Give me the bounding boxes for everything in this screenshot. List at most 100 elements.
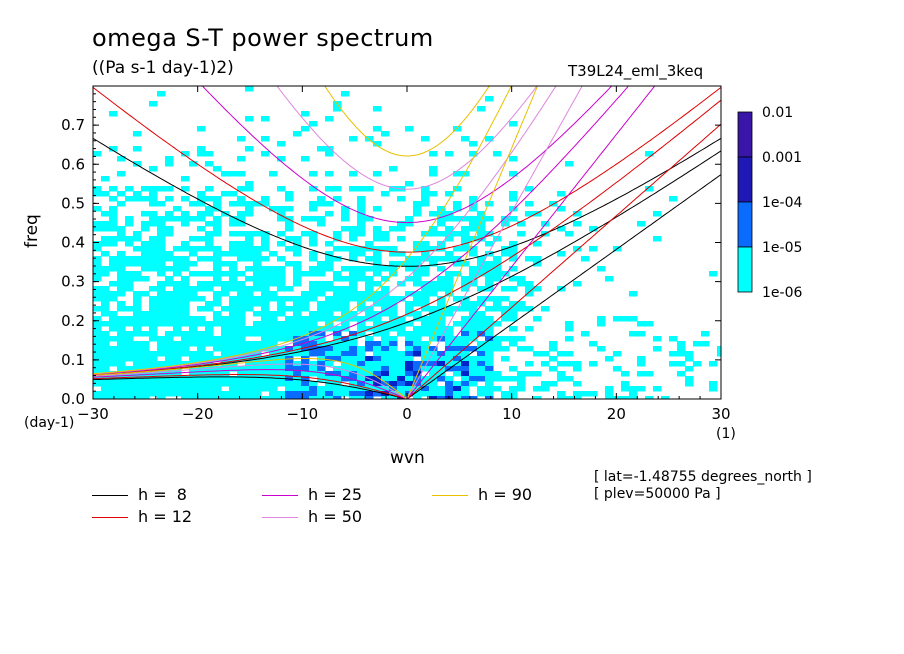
spectrum-cell [93,191,102,197]
spectrum-cell [349,391,358,397]
spectrum-cell [101,271,110,277]
spectrum-cell [477,211,486,217]
spectrum-cell [301,216,310,222]
spectrum-cell [109,311,118,317]
spectrum-cell [333,371,342,377]
spectrum-cell [573,211,582,217]
spectrum-cell [253,251,262,257]
spectrum-cell [93,186,102,192]
spectrum-cell [149,196,158,202]
spectrum-cell [165,331,174,337]
spectrum-cell [413,241,422,247]
spectrum-cell [181,321,190,327]
spectrum-cell [469,281,478,287]
spectrum-cell [469,151,478,157]
spectrum-cell [421,306,430,312]
spectrum-cell [437,371,446,377]
spectrum-cell [181,386,190,392]
spectrum-cell [261,386,270,392]
spectrum-cell [341,266,350,272]
spectrum-cell [229,246,238,252]
spectrum-cell [245,396,254,399]
spectrum-cell [125,306,134,312]
spectrum-cell [237,196,246,202]
spectrum-cell [229,191,238,197]
spectrum-cell [461,281,470,287]
spectrum-cell [405,351,414,357]
spectrum-cell [237,376,246,382]
spectrum-cell [245,256,254,262]
spectrum-cell [357,226,366,232]
spectrum-cell [373,351,382,357]
spectrum-cell [293,271,302,277]
spectrum-cell [365,356,374,362]
spectrum-cell [453,206,462,212]
spectrum-cell [357,346,366,352]
spectrum-cell [421,376,430,382]
spectrum-cell [181,196,190,202]
spectrum-cell [221,336,230,342]
spectrum-cell [373,126,382,132]
spectrum-cell [277,311,286,317]
spectrum-cell [173,206,182,212]
spectrum-cell [277,156,286,162]
spectrum-cell [277,206,286,212]
spectrum-cell [181,316,190,322]
spectrum-cell [397,381,406,387]
spectrum-cell [133,391,142,397]
spectrum-cell [485,231,494,237]
spectrum-cell [93,261,102,267]
spectrum-cell [133,301,142,307]
spectrum-cell [381,321,390,327]
spectrum-cell [557,371,566,377]
spectrum-cell [285,226,294,232]
spectrum-cell [381,361,390,367]
spectrum-cell [117,226,126,232]
spectrum-cell [493,261,502,267]
spectrum-cell [285,196,294,202]
spectrum-cell [533,286,542,292]
spectrum-cell [141,321,150,327]
spectrum-cell [325,296,334,302]
spectrum-cell [269,291,278,297]
spectrum-cell [437,231,446,237]
spectrum-cell [205,376,214,382]
spectrum-cell [165,231,174,237]
spectrum-cell [109,266,118,272]
spectrum-cell [365,336,374,342]
spectrum-cell [261,356,270,362]
spectrum-cell [637,371,646,377]
spectrum-cell [325,146,334,152]
spectrum-cell [229,286,238,292]
spectrum-cell [165,161,174,167]
spectrum-cell [245,236,254,242]
spectrum-cell [301,346,310,352]
spectrum-cell [445,226,454,232]
spectrum-cell [365,216,374,222]
spectrum-cell [165,251,174,257]
spectrum-cell [477,371,486,377]
spectrum-cell [453,231,462,237]
spectrum-cell [477,216,486,222]
spectrum-cell [453,201,462,207]
spectrum-cell [93,221,102,227]
spectrum-cell [125,356,134,362]
spectrum-cell [149,376,158,382]
spectrum-cell [613,396,622,399]
spectrum-cell [477,321,486,327]
spectrum-cell [237,211,246,217]
spectrum-cell [517,276,526,282]
spectrum-cell [389,251,398,257]
spectrum-cell [189,356,198,362]
spectrum-cell [277,356,286,362]
spectrum-cell [445,251,454,257]
spectrum-cell [125,351,134,357]
spectrum-cell [485,361,494,367]
spectrum-cell [205,151,214,157]
spectrum-cell [101,311,110,317]
spectrum-cell [365,241,374,247]
spectrum-cell [421,246,430,252]
spectrum-cell [469,331,478,337]
spectrum-cell [293,326,302,332]
spectrum-cell [413,246,422,252]
